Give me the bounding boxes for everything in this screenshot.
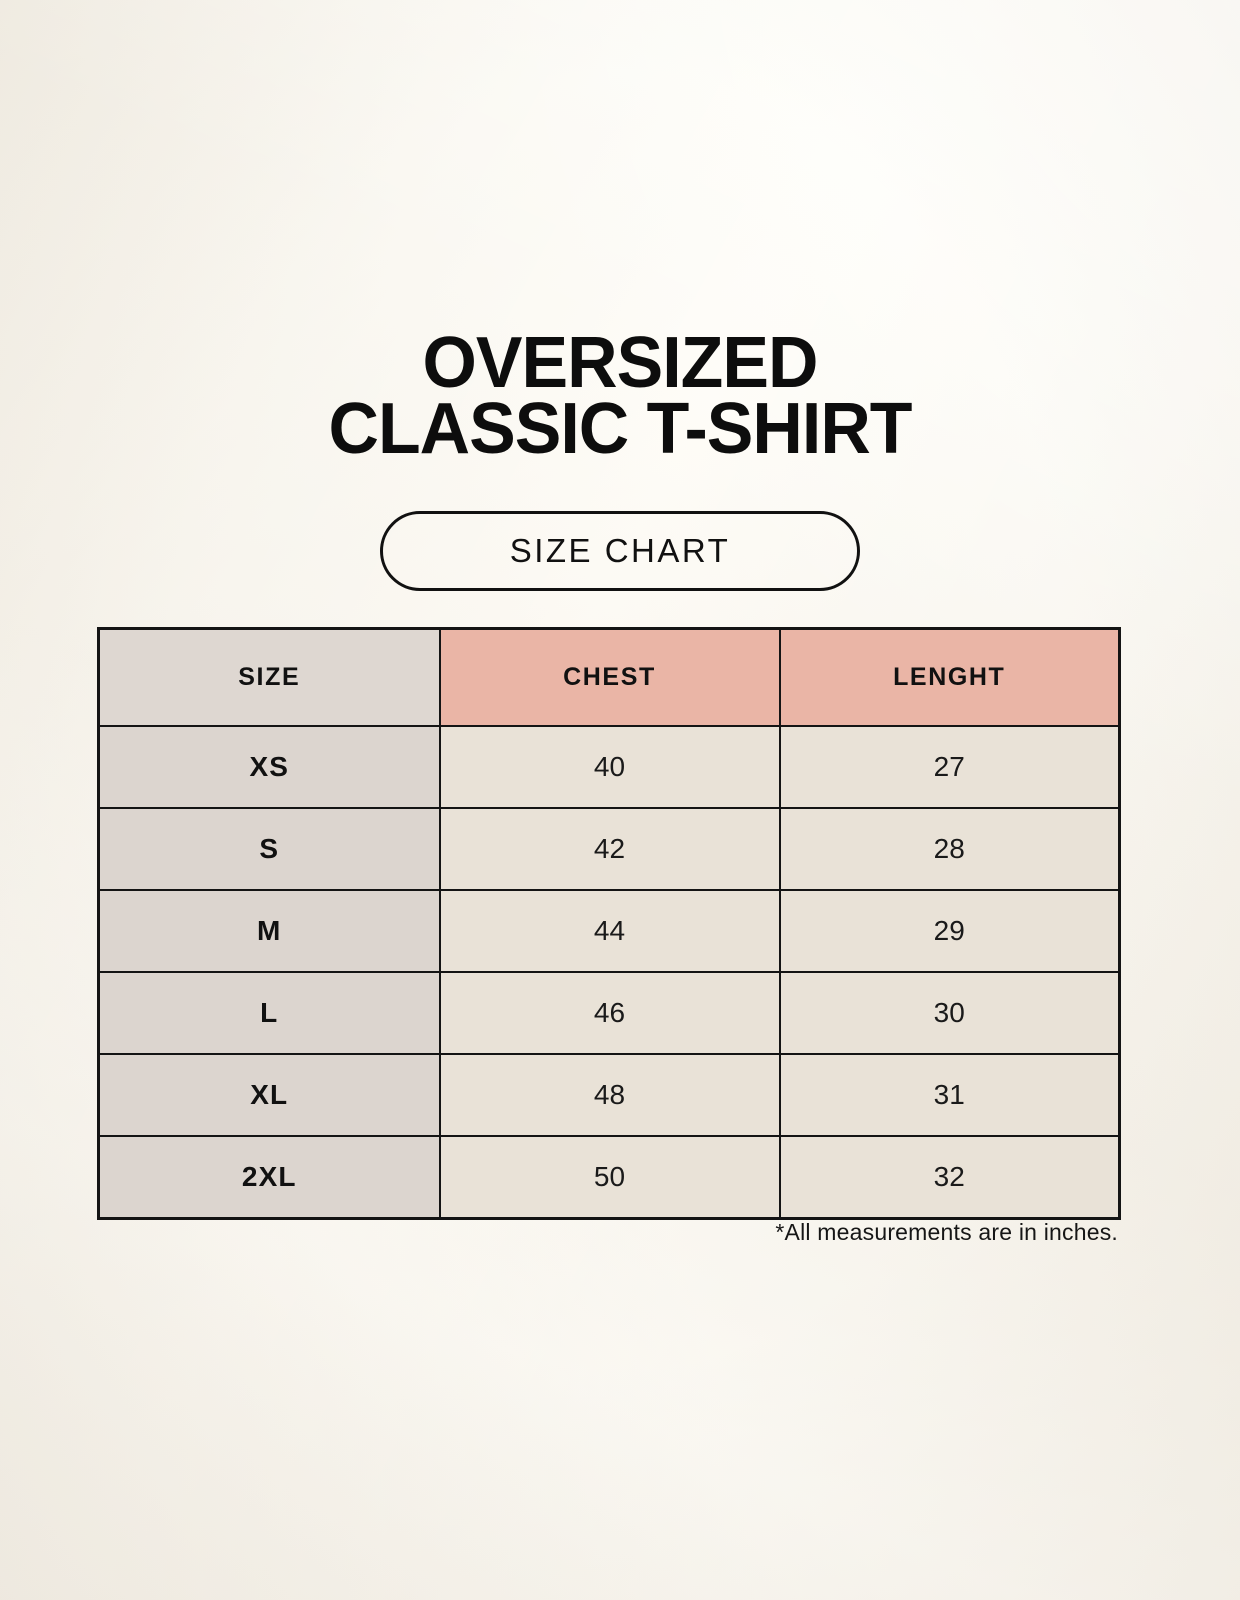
cell-size: XL xyxy=(97,1053,441,1137)
table-row: S 42 28 xyxy=(97,807,1121,891)
cell-chest: 42 xyxy=(438,807,781,891)
cell-chest: 40 xyxy=(438,725,781,809)
table-row: M 44 29 xyxy=(97,889,1121,973)
cell-length: 32 xyxy=(778,1135,1121,1219)
cell-chest: 44 xyxy=(438,889,781,973)
size-chart-badge: SIZE CHART xyxy=(380,511,860,591)
size-chart-badge-label: SIZE CHART xyxy=(509,532,731,569)
page-title: OVERSIZED CLASSIC T-SHIRT xyxy=(0,323,1240,469)
cell-size: S xyxy=(97,807,441,891)
table-row: L 46 30 xyxy=(97,971,1121,1055)
cell-chest: 46 xyxy=(438,971,781,1055)
table-row: 2XL 50 32 xyxy=(97,1135,1121,1219)
cell-length: 31 xyxy=(778,1053,1121,1137)
table-header-row: SIZE CHEST LENGHT xyxy=(97,627,1121,727)
cell-length: 27 xyxy=(778,725,1121,809)
column-header-size: SIZE xyxy=(97,627,441,727)
cell-size: XS xyxy=(97,725,441,809)
size-chart-table-container: SIZE CHEST LENGHT XS 40 27 S 42 28 M xyxy=(97,627,1121,1220)
cell-length: 30 xyxy=(778,971,1121,1055)
table-row: XS 40 27 xyxy=(97,725,1121,809)
cell-size: M xyxy=(97,889,441,973)
cell-length: 29 xyxy=(778,889,1121,973)
size-chart-badge-container: SIZE CHART xyxy=(0,511,1240,591)
column-header-length: LENGHT xyxy=(778,627,1121,727)
cell-chest: 48 xyxy=(438,1053,781,1137)
cell-size: 2XL xyxy=(97,1135,441,1219)
size-chart-table: SIZE CHEST LENGHT XS 40 27 S 42 28 M xyxy=(97,627,1121,1220)
table-body: XS 40 27 S 42 28 M 44 29 L 46 30 xyxy=(97,725,1121,1219)
cell-size: L xyxy=(97,971,441,1055)
measurements-footnote: *All measurements are in inches. xyxy=(775,1219,1118,1245)
column-header-chest: CHEST xyxy=(438,627,781,727)
cell-length: 28 xyxy=(778,807,1121,891)
table-header: SIZE CHEST LENGHT xyxy=(97,627,1121,727)
table-row: XL 48 31 xyxy=(97,1053,1121,1137)
cell-chest: 50 xyxy=(438,1135,781,1219)
title-line-primary: OVERSIZED xyxy=(422,323,819,403)
title-line-secondary: CLASSIC T-SHIRT xyxy=(328,389,912,469)
